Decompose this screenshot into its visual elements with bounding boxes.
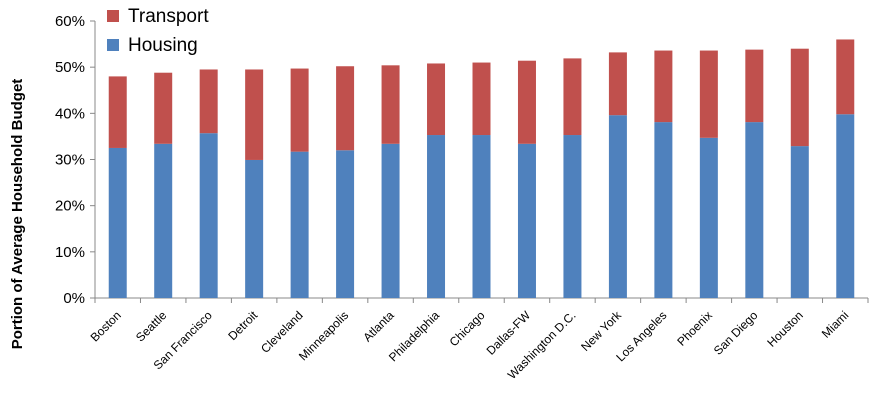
y-tick-label: 0% <box>63 290 85 307</box>
y-tick-label: 50% <box>55 59 85 76</box>
bar-housing <box>517 143 536 298</box>
bar-housing <box>699 137 718 298</box>
bar-transport <box>290 68 309 152</box>
x-category-label: Seattle <box>133 308 170 345</box>
y-tick-label: 10% <box>55 244 85 261</box>
x-category-label: Chicago <box>447 308 488 349</box>
bar-transport <box>563 58 582 136</box>
bar-housing <box>245 159 264 298</box>
bar-housing <box>427 135 446 298</box>
legend-swatch-housing <box>107 39 119 51</box>
bar-transport <box>517 60 536 144</box>
bar-housing <box>790 146 809 298</box>
bar-transport <box>108 76 127 148</box>
bar-transport <box>245 69 264 160</box>
bar-housing <box>108 147 127 298</box>
x-category-label: Detroit <box>225 308 260 343</box>
bar-transport <box>154 72 173 144</box>
y-tick-label: 30% <box>55 152 85 169</box>
bar-transport <box>790 48 809 147</box>
bar-transport <box>472 62 491 136</box>
bar-housing <box>836 114 855 298</box>
bar-housing <box>290 151 309 298</box>
bar-transport <box>199 69 218 134</box>
chart-bars <box>108 39 855 299</box>
x-category-label: Atlanta <box>360 308 397 345</box>
x-category-label: Phoenix <box>674 308 715 349</box>
bar-housing <box>472 135 491 298</box>
bar-transport <box>608 52 627 116</box>
bar-housing <box>381 143 400 298</box>
y-tick-label: 60% <box>55 13 85 30</box>
chart-legend: Transport Housing <box>107 6 209 56</box>
bar-housing <box>745 122 764 298</box>
x-category-label: Cleveland <box>258 308 306 356</box>
bar-housing <box>199 133 218 298</box>
bar-housing <box>608 115 627 299</box>
bar-transport <box>745 49 764 123</box>
y-tick-label: 40% <box>55 105 85 122</box>
bar-transport <box>427 63 446 136</box>
bar-transport <box>381 65 400 144</box>
x-category-label: New York <box>578 308 624 354</box>
bar-housing <box>563 135 582 298</box>
x-category-label: San Diego <box>711 308 761 358</box>
legend-swatch-transport <box>107 10 119 22</box>
y-axis-ticks: 0% 10% 20% 30% 40% 50% 60% <box>55 13 95 307</box>
x-category-label: Houston <box>764 308 806 350</box>
bar-housing <box>154 143 173 298</box>
x-category-label: Minneapolis <box>296 308 351 363</box>
legend-label-transport: Transport <box>128 6 209 27</box>
x-category-label: Miami <box>819 308 852 341</box>
legend-label-housing: Housing <box>128 35 198 56</box>
y-tick-label: 20% <box>55 198 85 215</box>
x-category-label: Boston <box>88 308 124 344</box>
bar-transport <box>699 50 718 138</box>
bar-transport <box>836 39 855 115</box>
bar-transport <box>654 50 673 123</box>
bar-housing <box>654 122 673 298</box>
bar-transport <box>336 66 355 151</box>
bar-housing <box>336 150 355 298</box>
y-axis-label: Portion of Average Household Budget <box>9 79 26 350</box>
